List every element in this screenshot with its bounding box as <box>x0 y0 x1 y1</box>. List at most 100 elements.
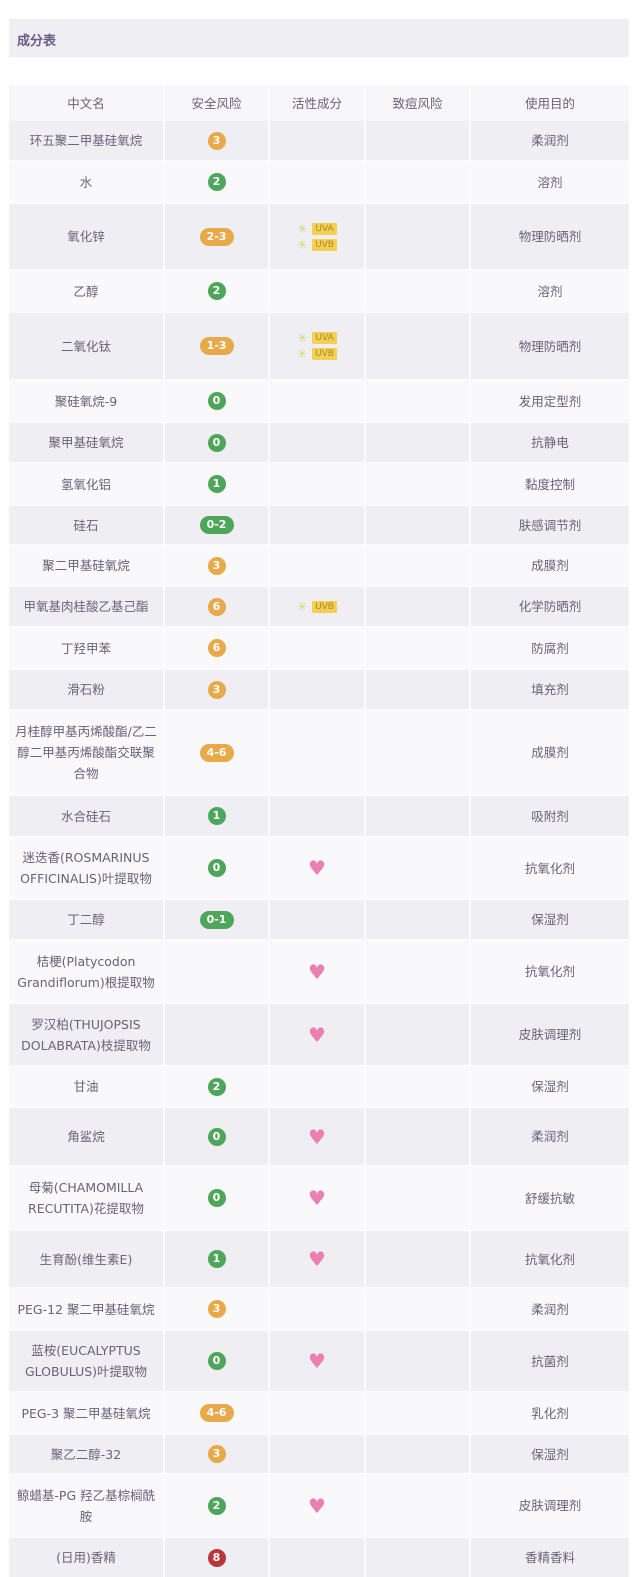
safety-risk-cell <box>165 941 270 1002</box>
safety-risk-cell: 3 <box>165 121 270 160</box>
ingredient-name: 丁二醇 <box>9 900 165 939</box>
risk-badge: 0 <box>207 433 226 452</box>
purpose-cell: 吸附剂 <box>531 808 569 824</box>
active-ingredient-cell: ♥ <box>270 1167 366 1229</box>
uv-tag: UVB <box>312 238 337 251</box>
uv-protection: ✳ UVA <box>297 221 337 236</box>
risk-badge: 1 <box>207 1250 226 1268</box>
ingredient-name: 水 <box>9 162 165 202</box>
table-row: 聚硅氧烷-9 0 发用定型剂 <box>9 379 629 421</box>
risk-badge: 6 <box>207 639 226 657</box>
acne-risk-cell <box>366 464 471 504</box>
purpose-cell: 物理防晒剂 <box>518 229 582 244</box>
active-ingredient-cell: ♥ <box>270 1004 366 1065</box>
ingredient-name: 甲氧基肉桂酸乙基己酯 <box>9 587 165 626</box>
active-ingredient-cell: ✳ UVA ✳ UVB <box>270 313 366 379</box>
risk-badge: 0 <box>207 859 226 877</box>
ingredient-name: 桔梗(Platycodon Grandiflorum)根提取物 <box>9 941 165 1002</box>
ingredient-name: 罗汉柏(THUJOPSIS DOLABRATA)枝提取物 <box>9 1004 165 1065</box>
ingredient-name: 氢氧化铝 <box>9 464 165 504</box>
risk-badge: 2-3 <box>199 227 234 246</box>
safety-risk-cell: 2 <box>165 271 270 311</box>
safety-risk-cell: 8 <box>165 1538 270 1577</box>
table-row: 滑石粉 3 填充剂 <box>9 668 629 709</box>
risk-badge: 2 <box>207 173 226 191</box>
section-title-bar: 成分表 <box>9 19 629 57</box>
purpose-cell: 抗氧化剂 <box>524 1251 575 1267</box>
safety-risk-cell: 0 <box>165 381 270 421</box>
table-row: 水合硅石 1 吸附剂 <box>9 794 629 836</box>
risk-badge: 2 <box>207 282 226 300</box>
heart-icon: ♥ <box>308 1186 326 1210</box>
purpose-cell: 物理防晒剂 <box>518 338 582 354</box>
purpose-cell: 溶剂 <box>537 174 563 190</box>
table-row: 聚甲基硅氧烷 0 抗静电 <box>9 421 629 462</box>
acne-risk-cell <box>366 587 471 626</box>
ingredient-name: 乙醇 <box>9 271 165 311</box>
safety-risk-cell: 1 <box>165 464 270 504</box>
heart-icon: ♥ <box>308 856 326 880</box>
active-ingredient-cell <box>270 121 366 160</box>
ingredient-name: 月桂醇甲基丙烯酸酯/乙二醇二甲基丙烯酸酯交联聚合物 <box>9 711 165 794</box>
risk-badge: 3 <box>207 1300 226 1318</box>
active-ingredient-cell <box>270 1067 366 1106</box>
purpose-cell: 抗氧化剂 <box>524 964 575 979</box>
acne-risk-cell <box>366 1475 471 1536</box>
safety-risk-cell: 0-2 <box>165 506 270 544</box>
uv-protection: ✳ UVB <box>297 348 337 360</box>
purpose-cell: 柔润剂 <box>531 1301 569 1317</box>
risk-badge: 3 <box>207 1445 226 1463</box>
purpose-cell: 溶剂 <box>537 283 563 299</box>
table-row: 母菊(CHAMOMILLA RECUTITA)花提取物 0 ♥ 舒缓抗敏 <box>9 1165 629 1229</box>
table-row: 月桂醇甲基丙烯酸酯/乙二醇二甲基丙烯酸酯交联聚合物 4-6 成膜剂 <box>9 709 629 794</box>
safety-risk-cell: 0 <box>165 1331 270 1391</box>
acne-risk-cell <box>366 1231 471 1287</box>
risk-badge: 8 <box>207 1548 226 1567</box>
ingredient-name: 生育酚(维生素E) <box>9 1231 165 1287</box>
sun-icon: ✳ <box>297 221 308 236</box>
heart-icon: ♥ <box>308 1493 326 1518</box>
active-ingredient-cell <box>270 1393 366 1433</box>
table-header-row: 中文名 安全风险 活性成分 致痘风险 使用目的 <box>9 85 629 121</box>
safety-risk-cell: 1-3 <box>165 313 270 379</box>
active-ingredient-cell <box>270 162 366 202</box>
active-ingredient-cell <box>270 628 366 668</box>
ingredient-name: PEG-3 聚二甲基硅氧烷 <box>9 1393 165 1433</box>
purpose-cell: 发用定型剂 <box>518 393 582 409</box>
purpose-cell: 皮肤调理剂 <box>518 1027 582 1042</box>
active-ingredient-cell: ✳ UVB <box>270 587 366 626</box>
table-row: 罗汉柏(THUJOPSIS DOLABRATA)枝提取物 ♥ 皮肤调理剂 <box>9 1002 629 1065</box>
active-ingredient-cell: ♥ <box>270 941 366 1002</box>
risk-badge: 2 <box>207 1496 226 1515</box>
safety-risk-cell: 6 <box>165 628 270 668</box>
acne-risk-cell <box>366 546 471 585</box>
safety-risk-cell: 0 <box>165 838 270 898</box>
uv-protection: ✳ UVA <box>297 332 337 344</box>
risk-badge: 0 <box>207 1189 226 1207</box>
active-ingredient-cell <box>270 271 366 311</box>
table-row: PEG-12 聚二甲基硅氧烷 3 柔润剂 <box>9 1287 629 1329</box>
ingredient-name: 母菊(CHAMOMILLA RECUTITA)花提取物 <box>9 1167 165 1229</box>
active-ingredient-cell: ♥ <box>270 1108 366 1165</box>
acne-risk-cell <box>366 1393 471 1433</box>
active-ingredient-cell <box>270 464 366 504</box>
purpose-cell: 黏度控制 <box>524 476 575 492</box>
ingredient-name: 滑石粉 <box>9 670 165 709</box>
acne-risk-cell <box>366 838 471 898</box>
safety-risk-cell: 0 <box>165 1167 270 1229</box>
heart-icon: ♥ <box>308 959 326 984</box>
active-ingredient-cell <box>270 900 366 939</box>
risk-badge: 0-1 <box>199 910 234 929</box>
risk-badge: 1 <box>207 475 226 493</box>
safety-risk-cell: 0 <box>165 423 270 462</box>
purpose-cell: 舒缓抗敏 <box>524 1190 575 1206</box>
purpose-cell: 皮肤调理剂 <box>518 1498 582 1513</box>
active-ingredient-cell: ♥ <box>270 838 366 898</box>
acne-risk-cell <box>366 1435 471 1473</box>
active-ingredient-cell: ♥ <box>270 1331 366 1391</box>
acne-risk-cell <box>366 162 471 202</box>
table-row: 氧化锌 2-3 ✳ UVA ✳ UVB 物理防晒剂 <box>9 202 629 269</box>
ingredient-name: 硅石 <box>9 506 165 544</box>
ingredient-name: (日用)香精 <box>9 1538 165 1577</box>
active-ingredient-cell <box>270 381 366 421</box>
